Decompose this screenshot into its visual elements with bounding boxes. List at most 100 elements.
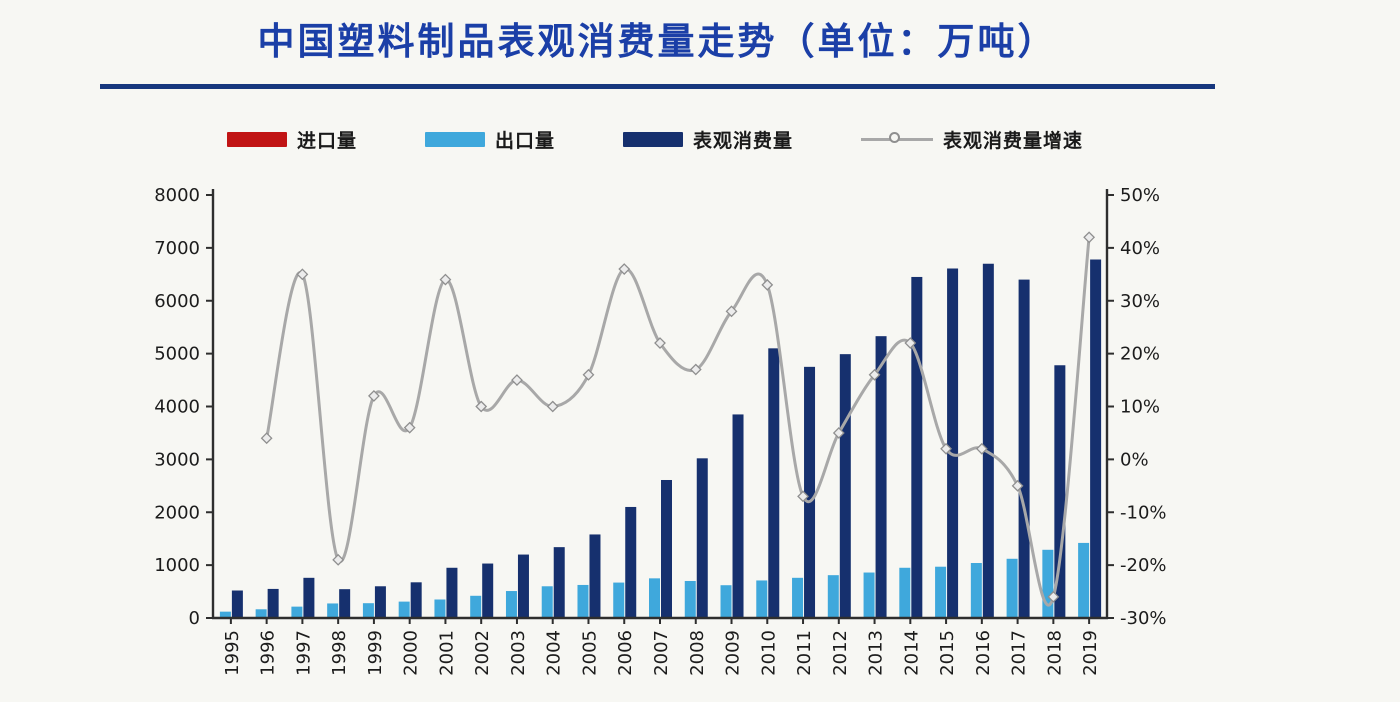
growth-marker-icon [868, 368, 881, 381]
growth-marker-icon [889, 131, 901, 143]
bar-export-2019 [1078, 542, 1090, 618]
left-axis-label: 0 [189, 608, 200, 629]
growth-marker-icon [546, 400, 559, 413]
x-axis-label: 2001 [436, 630, 457, 676]
growth-marker-icon [1083, 231, 1096, 244]
bar-export-2015 [935, 566, 947, 618]
bar-consumption-2011 [804, 366, 816, 618]
left-axis-label: 2000 [154, 502, 200, 523]
bar-export-1995 [219, 611, 231, 618]
x-axis-label: 2015 [937, 630, 958, 676]
growth-marker-icon [582, 368, 595, 381]
bar-consumption-1999 [374, 586, 386, 618]
x-axis-label: 1996 [258, 630, 279, 676]
growth-marker-icon [654, 337, 666, 349]
x-axis-label: 2004 [544, 630, 565, 676]
x-axis-label: 2008 [687, 630, 708, 676]
bar-export-2012 [827, 575, 839, 618]
bar-consumption-2018 [1054, 365, 1066, 618]
bar-export-2010 [756, 580, 768, 618]
growth-marker-icon [332, 553, 345, 566]
growth-marker-icon [904, 337, 917, 349]
bar-export-1998 [327, 603, 339, 618]
title-underline [100, 84, 1215, 89]
bar-consumption-2003 [517, 554, 529, 618]
growth-marker-icon [797, 490, 809, 503]
legend-label: 表观消费量 [693, 129, 794, 152]
growth-marker-icon [725, 305, 738, 318]
bar-consumption-2015 [947, 268, 959, 618]
bar-consumption-2001 [446, 567, 458, 618]
x-axis-label: 2014 [901, 630, 922, 676]
import-color-swatch [226, 131, 287, 147]
bar-export-2000 [398, 601, 410, 618]
growth-marker-icon [689, 363, 702, 376]
legend: 进口量 出口量 表观消费量 表观消费量增速 [0, 122, 1310, 156]
bar-consumption-1995 [231, 590, 243, 618]
growth-rate-line [265, 237, 1091, 607]
legend-label: 出口量 [494, 129, 555, 152]
bar-consumption-2016 [982, 263, 994, 618]
consumption-color-swatch [623, 131, 683, 147]
growth-marker-icon [511, 374, 523, 386]
x-axis-label: 2009 [723, 630, 744, 676]
growth-marker-icon [403, 421, 416, 434]
growth-marker-icon [618, 263, 631, 275]
bar-export-2018 [1042, 549, 1054, 618]
growth-marker-icon [1047, 590, 1060, 603]
x-axis-label: 2016 [973, 630, 994, 676]
bar-export-2009 [720, 585, 732, 618]
right-axis-label: -10% [1120, 502, 1167, 523]
legend-item-consumption: 表观消费量 [623, 126, 793, 153]
left-axis-label: 5000 [154, 344, 200, 365]
legend-item-import: 进口量 [226, 126, 357, 153]
growth-marker-icon [296, 268, 309, 281]
x-axis-label: 1998 [329, 630, 350, 676]
growth-marker-icon [368, 390, 380, 402]
growth-marker-icon [1011, 479, 1024, 492]
x-axis-label: 2019 [1080, 630, 1101, 676]
right-axis-label: 0% [1120, 449, 1149, 470]
bar-export-2005 [577, 584, 589, 618]
bar-export-1996 [255, 609, 267, 618]
left-axis-label: 3000 [154, 449, 200, 470]
x-axis-label: 2000 [401, 630, 422, 676]
legend-item-export: 出口量 [424, 126, 555, 153]
bar-export-1997 [291, 606, 303, 618]
right-axis-label: -30% [1120, 608, 1167, 629]
bar-export-2016 [970, 563, 982, 618]
x-axis-label: 2003 [508, 630, 529, 676]
title-wrap: 中国塑料制品表观消费量走势（单位：万吨） [100, 14, 1215, 70]
bar-consumption-2007 [661, 479, 672, 618]
chart-title: 中国塑料制品表观消费量走势（单位：万吨） [257, 20, 1058, 63]
bar-consumption-2000 [410, 582, 422, 618]
bar-consumption-2002 [482, 563, 494, 618]
x-axis-label: 1995 [222, 630, 243, 676]
bar-export-2006 [613, 582, 625, 618]
growth-marker-icon [475, 400, 488, 413]
left-axis-label: 6000 [154, 291, 200, 312]
bar-export-2011 [792, 577, 804, 618]
left-axis-label: 7000 [154, 238, 200, 259]
bar-export-2003 [505, 591, 517, 618]
x-axis-label: 2006 [615, 630, 636, 676]
right-axis-label: -20% [1120, 555, 1167, 576]
x-axis-label: 2010 [758, 630, 779, 676]
bar-consumption-1998 [339, 589, 351, 618]
bar-consumption-2004 [553, 547, 565, 618]
bar-consumption-2005 [589, 534, 601, 618]
legend-label: 表观消费量增速 [943, 129, 1084, 152]
bar-consumption-2013 [875, 336, 887, 618]
bar-export-2001 [434, 599, 446, 618]
left-axis-label: 4000 [154, 397, 200, 418]
bar-export-2014 [899, 567, 911, 618]
left-axis-label: 8000 [154, 185, 200, 206]
bar-export-2004 [541, 586, 553, 618]
growth-marker-icon [940, 442, 952, 455]
bar-export-2002 [470, 595, 482, 618]
legend-label: 进口量 [296, 129, 357, 152]
legend-item-growth: 表观消费量增速 [861, 126, 1083, 153]
right-axis-label: 30% [1120, 291, 1160, 312]
